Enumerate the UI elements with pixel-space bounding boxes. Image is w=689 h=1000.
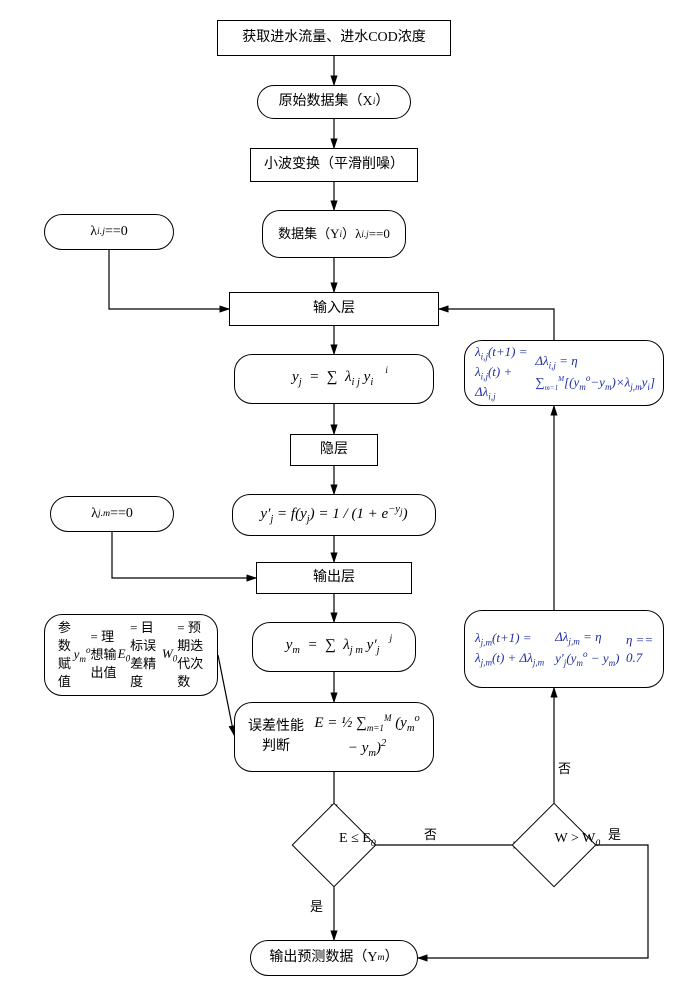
- n9: 输出层: [256, 562, 412, 594]
- n8: y′j = f(yj) = 1 / (1 + e−yj): [232, 494, 436, 536]
- n4b: λ i.j==0: [44, 214, 174, 250]
- n1: 获取进水流量、进水COD浓度: [217, 20, 451, 56]
- n7: 隐层: [290, 434, 378, 466]
- edge: [112, 532, 256, 578]
- n10: ym = ∑ λj m y′jj: [252, 622, 416, 672]
- edge: [109, 250, 229, 309]
- n8b: λ j.m==0: [50, 496, 174, 532]
- n2: 原始数据集（Xi）: [257, 85, 411, 119]
- d2: W > W0: [512, 803, 597, 888]
- n10b: 参数赋值ymo = 理想输出值E0 = 目标误差精度W0 = 预期迭代次数: [44, 614, 218, 696]
- edge-label: 是: [608, 824, 621, 843]
- edge: [218, 655, 234, 735]
- edge-label: 否: [558, 758, 571, 777]
- n6: yj = ∑ λi j yii: [234, 354, 434, 404]
- d1: E ≤ E0: [292, 803, 377, 888]
- d2-label: W > W0: [535, 831, 619, 849]
- n11: 误差性能判断E = ½ ∑m=1M (ymo − ym)2: [234, 702, 434, 772]
- d1-label: E ≤ E0: [315, 831, 399, 849]
- nR1: λi,j(t+1) = λi,j(t) + Δλi,jΔλi,j = η ∑m=…: [464, 340, 664, 406]
- n5: 输入层: [229, 292, 439, 326]
- n4: 数据集（Yi）λ i.j==0: [262, 210, 406, 258]
- n3: 小波变换（平滑削噪）: [250, 148, 418, 182]
- edge-label: 是: [310, 896, 323, 915]
- edge-label: 否: [424, 824, 437, 843]
- edge: [439, 309, 554, 340]
- n12: 输出预测数据（Ym）: [250, 940, 418, 976]
- nR2: λj,m(t+1) = λj,m(t) + Δλj,mΔλj,m = η y′j…: [464, 610, 664, 688]
